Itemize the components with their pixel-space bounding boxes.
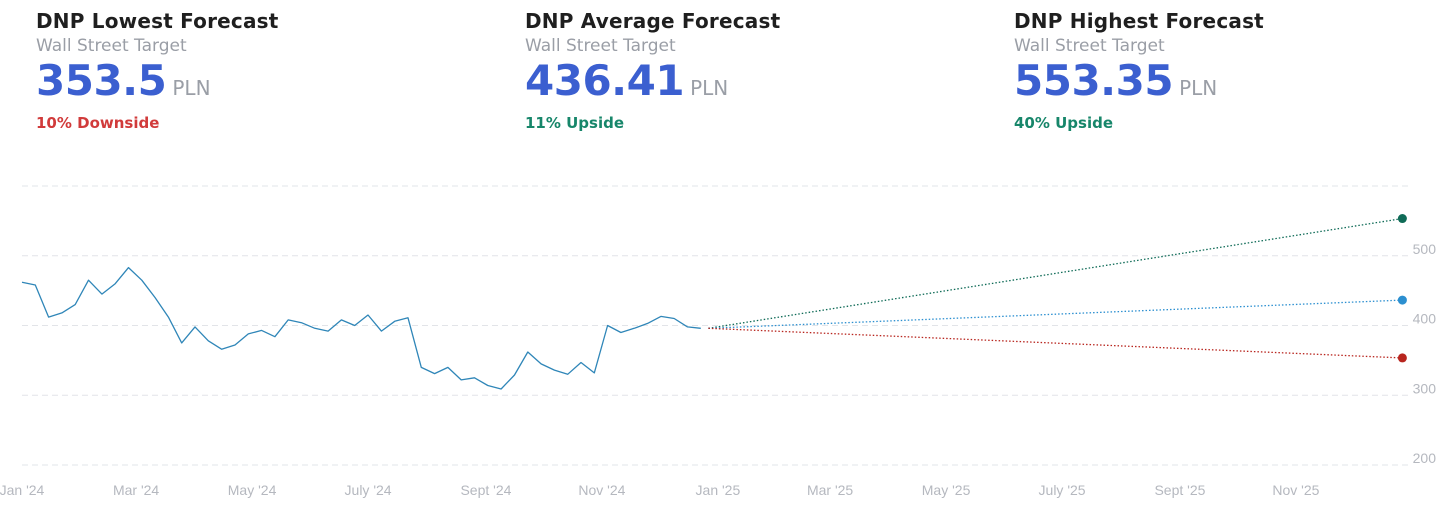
card-change: 40% Upside (1014, 114, 1114, 132)
card-value-row: 353.5 PLN (36, 58, 279, 113)
x-tick-label: Jan '24 (0, 482, 45, 498)
card-value: 436.41 (525, 56, 685, 105)
forecast-low-line (708, 327, 1403, 359)
card-value-row: 436.41 PLN (525, 58, 780, 113)
x-tick-label: Jan '25 (696, 482, 741, 498)
card-value: 553.35 (1014, 56, 1174, 105)
series (21, 214, 1407, 390)
card-change: 11% Upside (525, 114, 625, 132)
card-value-row: 553.35 PLN (1014, 58, 1264, 113)
forecast-average-point (1397, 295, 1407, 305)
x-tick-label: Sept '24 (460, 482, 511, 498)
lowest-forecast-card: DNP Lowest Forecast Wall Street Target 3… (36, 8, 279, 133)
card-title: DNP Average Forecast (525, 9, 781, 33)
grid-lines (22, 185, 1410, 466)
x-tick-label: Nov '24 (578, 482, 625, 498)
forecast-chart: 200 300 400 500 Jan '24 Mar '24 May '24 July '… (0, 185, 1437, 498)
card-subtitle: Wall Street Target (1014, 36, 1165, 56)
x-tick-label: May '25 (922, 482, 971, 498)
x-tick-label: May '24 (228, 482, 277, 498)
x-axis-ticks: Jan '24 Mar '24 May '24 July '24 Sept '24 Nov… (0, 482, 1320, 498)
forecast-low-point (1397, 353, 1407, 363)
x-tick-label: Mar '24 (113, 482, 159, 498)
x-tick-label: Mar '25 (807, 482, 853, 498)
y-axis-ticks: 200 300 400 500 (1413, 241, 1437, 466)
card-change: 10% Downside (36, 114, 160, 132)
price-history-line (21, 266, 701, 390)
y-tick-label: 200 (1413, 450, 1437, 466)
x-tick-label: July '25 (1039, 482, 1086, 498)
x-tick-label: Sept '25 (1154, 482, 1205, 498)
y-tick-label: 400 (1413, 311, 1437, 327)
card-subtitle: Wall Street Target (36, 36, 187, 56)
average-forecast-card: DNP Average Forecast Wall Street Target … (525, 8, 780, 133)
card-title: DNP Highest Forecast (1014, 9, 1264, 33)
card-unit: PLN (172, 76, 211, 100)
card-subtitle: Wall Street Target (525, 36, 676, 56)
card-unit: PLN (1179, 76, 1218, 100)
y-tick-label: 500 (1413, 241, 1437, 257)
card-unit: PLN (690, 76, 729, 100)
forecast-high-point (1397, 214, 1407, 224)
forecast-high-line (708, 217, 1403, 329)
highest-forecast-card: DNP Highest Forecast Wall Street Target … (1014, 8, 1264, 133)
x-tick-label: Nov '25 (1272, 482, 1319, 498)
x-tick-label: July '24 (345, 482, 392, 498)
forecast-average-line (708, 299, 1403, 329)
card-title: DNP Lowest Forecast (36, 9, 279, 33)
card-value: 353.5 (36, 56, 167, 105)
y-tick-label: 300 (1413, 380, 1437, 396)
